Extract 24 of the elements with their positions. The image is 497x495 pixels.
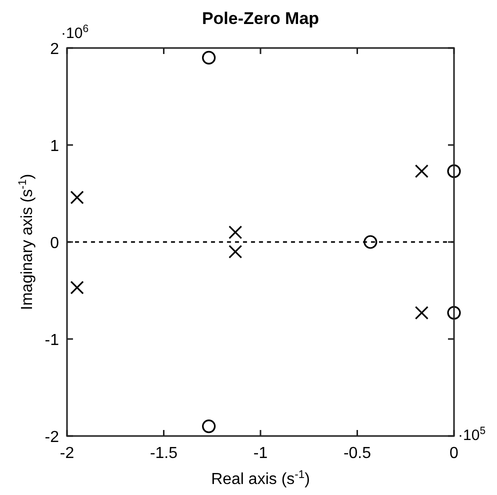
y-tick-label: 0 — [50, 235, 60, 252]
y-tick-label: 1 — [50, 138, 60, 155]
x-tick-label: -1.5 — [150, 445, 178, 462]
y-tick-label: 2 — [50, 41, 60, 58]
point — [70, 190, 84, 204]
point — [202, 420, 216, 434]
text: ·10$^{5}$ — [458, 425, 486, 444]
x-tick-label: 0 — [450, 445, 459, 462]
y-tick-label: -2 — [44, 429, 60, 446]
point — [447, 164, 461, 178]
point — [228, 244, 242, 258]
x-tick-label: -0.5 — [343, 445, 372, 462]
chart-title: Pole-Zero Map — [202, 9, 320, 28]
point — [447, 306, 461, 320]
x-axis-title: Real axis (s$^{-1}$) — [211, 469, 310, 488]
text: ·10$^{6}$ — [61, 23, 89, 42]
point — [414, 306, 428, 320]
point — [228, 226, 242, 240]
x-tick-label: -1 — [253, 445, 268, 462]
point — [70, 280, 84, 294]
point — [364, 235, 378, 249]
point — [414, 164, 428, 178]
point — [202, 50, 216, 64]
y-tick-label: -1 — [44, 332, 60, 349]
